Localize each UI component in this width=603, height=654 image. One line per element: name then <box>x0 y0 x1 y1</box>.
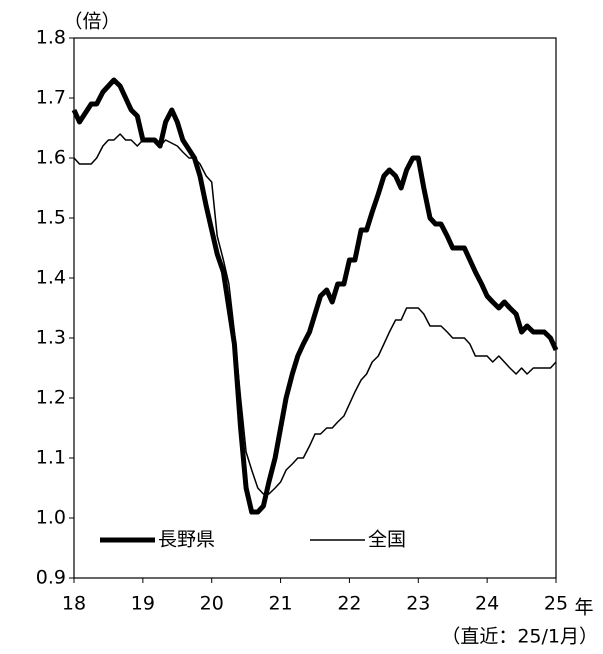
x-tick-label: 22 <box>337 593 361 615</box>
y-tick-label: 0.9 <box>36 567 66 589</box>
y-tick-label: 1.6 <box>36 147 66 169</box>
y-tick-label: 1.8 <box>36 27 66 49</box>
y-tick-label: 1.3 <box>36 327 66 349</box>
series-line <box>71 77 559 515</box>
x-tick-label: 20 <box>200 593 224 615</box>
y-unit: （倍） <box>63 11 120 33</box>
x-unit: 年 <box>574 597 593 619</box>
x-tick-label: 25 <box>544 593 568 615</box>
note: （直近：25/1月） <box>441 626 598 648</box>
x-tick-label: 24 <box>475 593 499 615</box>
x-tick-label: 18 <box>62 593 86 615</box>
legend-label: 全国 <box>368 529 406 551</box>
plot-frame <box>73 37 557 579</box>
y-tick-label: 1.0 <box>36 507 66 529</box>
legend-label: 長野県 <box>158 529 215 551</box>
series-line <box>73 133 557 495</box>
y-tick-label: 1.7 <box>36 87 66 109</box>
x-tick-label: 23 <box>406 593 430 615</box>
x-tick-label: 19 <box>131 593 155 615</box>
y-tick-label: 1.4 <box>36 267 66 289</box>
x-tick-label: 21 <box>268 593 292 615</box>
y-tick-label: 1.5 <box>36 207 66 229</box>
y-tick-label: 1.2 <box>36 387 66 409</box>
y-tick-label: 1.1 <box>36 447 66 469</box>
